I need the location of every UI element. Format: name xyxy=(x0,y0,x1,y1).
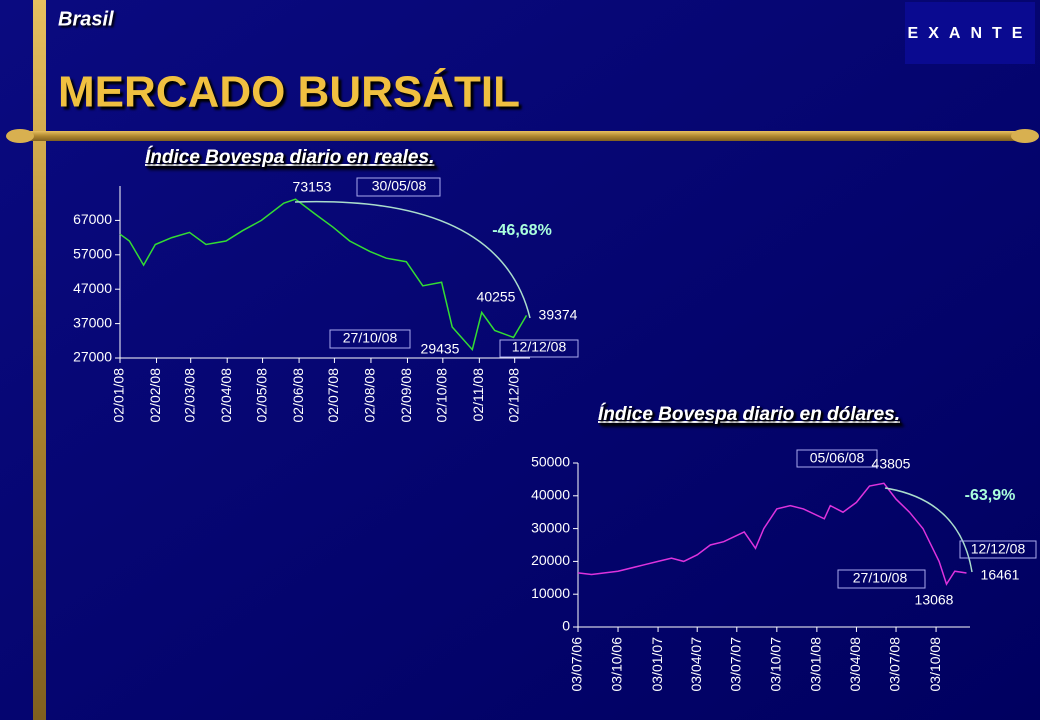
annotation: 39374 xyxy=(539,307,578,323)
y-tick-label: 47000 xyxy=(73,280,112,296)
annotation: 16461 xyxy=(981,567,1020,583)
logo-box xyxy=(905,2,1035,64)
annotation: -46,68% xyxy=(492,222,552,239)
y-tick-label: 27000 xyxy=(73,349,112,365)
x-tick-label: 02/06/08 xyxy=(290,368,306,423)
y-tick-label: 67000 xyxy=(73,211,112,227)
annotation: 27/10/08 xyxy=(343,330,398,346)
annotation: 73153 xyxy=(293,179,332,195)
x-tick-label: 03/10/07 xyxy=(768,637,784,692)
region: Brasil xyxy=(58,8,114,30)
annotation-box xyxy=(329,329,411,349)
annotation: 43805 xyxy=(872,456,911,472)
price-line xyxy=(577,482,967,586)
x-tick-label: 02/02/08 xyxy=(147,368,163,423)
bar-end xyxy=(1011,129,1039,143)
annotation: 30/05/08 xyxy=(372,178,427,194)
x-tick-label: 03/07/08 xyxy=(887,637,903,692)
x-tick-label: 03/07/06 xyxy=(569,637,585,692)
x-tick-label: 03/04/07 xyxy=(688,637,704,692)
logo: EXANTE xyxy=(908,25,1033,42)
annotation: 05/06/08 xyxy=(810,450,865,466)
y-tick-label: 37000 xyxy=(73,314,112,330)
annotation-box xyxy=(837,569,926,589)
gold-bar-vertical xyxy=(33,0,46,720)
y-tick-label: 10000 xyxy=(531,585,570,601)
annotation: -63,9% xyxy=(965,487,1016,504)
x-tick-label: 03/10/06 xyxy=(609,637,625,692)
change-arc xyxy=(884,487,973,573)
y-tick-label: 0 xyxy=(562,618,570,634)
x-tick-label: 02/01/08 xyxy=(111,368,127,423)
x-tick-label: 03/01/08 xyxy=(808,637,824,692)
change-arc xyxy=(294,200,531,319)
x-tick-label: 03/10/08 xyxy=(927,637,943,692)
x-tick-label: 03/01/07 xyxy=(649,637,665,692)
gold-bar-horizontal xyxy=(10,131,1035,141)
x-tick-label: 02/11/08 xyxy=(470,368,486,422)
x-tick-label: 02/10/08 xyxy=(434,368,450,423)
x-tick-label: 02/08/08 xyxy=(362,368,378,423)
y-tick-label: 57000 xyxy=(73,246,112,262)
x-tick-label: 02/07/08 xyxy=(325,368,341,423)
annotation: 40255 xyxy=(477,289,516,305)
x-tick-label: 02/05/08 xyxy=(253,368,269,423)
price-line xyxy=(119,198,528,352)
y-tick-label: 30000 xyxy=(531,519,570,535)
y-tick-label: 50000 xyxy=(531,454,570,470)
x-tick-label: 02/03/08 xyxy=(181,368,197,423)
chart-title: Índice Bovespa diario en reales. xyxy=(145,146,434,168)
annotation-box xyxy=(499,339,579,358)
annotation-box xyxy=(959,540,1037,559)
page-title: MERCADO BURSÁTIL xyxy=(58,67,520,117)
x-tick-label: 03/04/08 xyxy=(847,637,863,692)
y-tick-label: 40000 xyxy=(531,487,570,503)
x-tick-label: 02/09/08 xyxy=(398,368,414,423)
x-tick-label: 03/07/07 xyxy=(728,637,744,692)
x-tick-label: 02/12/08 xyxy=(505,368,521,423)
annotation-box xyxy=(356,177,441,197)
x-tick-label: 02/04/08 xyxy=(218,368,234,423)
annotation: 29435 xyxy=(421,341,460,357)
y-tick-label: 20000 xyxy=(531,552,570,568)
annotation: 13068 xyxy=(915,592,954,608)
annotation: 12/12/08 xyxy=(971,541,1026,557)
bar-end xyxy=(6,129,34,143)
annotation-box xyxy=(796,449,878,468)
annotation: 12/12/08 xyxy=(512,339,567,355)
chart-title: Índice Bovespa diario en dólares. xyxy=(598,403,900,425)
annotation: 27/10/08 xyxy=(853,570,908,586)
